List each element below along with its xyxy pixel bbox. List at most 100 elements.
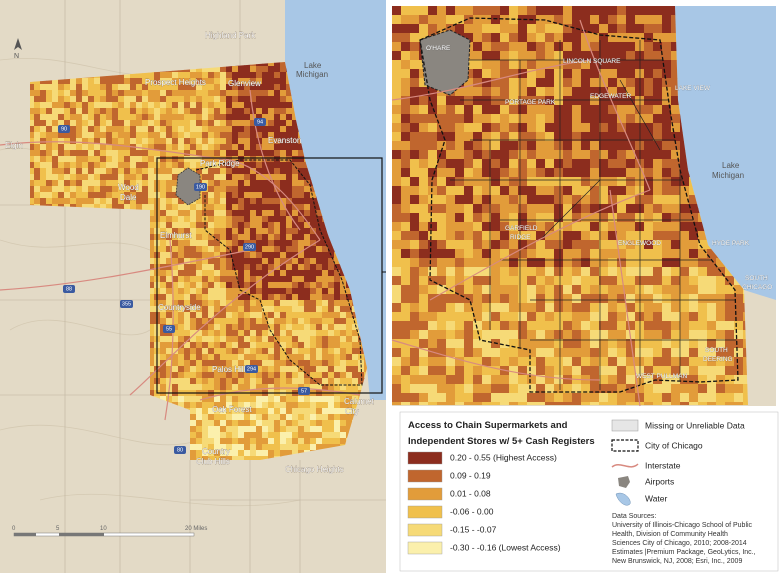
tract [527,168,536,177]
tract [298,192,304,198]
tract [292,306,298,312]
tract [82,120,88,126]
tract [166,114,172,120]
tract [298,198,304,204]
tract [64,96,70,102]
tract [581,366,590,375]
tract [268,186,274,192]
tract [208,168,214,174]
tract [82,162,88,168]
tract [274,234,280,240]
tract [118,102,124,108]
tract [401,384,410,393]
tract [322,270,328,276]
tract [392,267,401,276]
tract [226,222,232,228]
tract [70,108,76,114]
tract [46,126,52,132]
tract [52,156,58,162]
tract [184,156,190,162]
tract [581,294,590,303]
tract [280,426,286,432]
tract [286,102,292,108]
tract [509,168,518,177]
tract [148,174,154,180]
tract [298,258,304,264]
tract [572,33,581,42]
tract [608,276,617,285]
tract [124,138,130,144]
tract [298,156,304,162]
tract [268,408,274,414]
tract [160,276,166,282]
tract [322,258,328,264]
tract [118,120,124,126]
tract [202,336,208,342]
tract [262,186,268,192]
tract [572,177,581,186]
tract [112,132,118,138]
tract [491,141,500,150]
tract [112,84,118,90]
tract [352,354,358,360]
tract [572,204,581,213]
tract [401,330,410,339]
tract [262,264,268,270]
tract [250,396,256,402]
tract [491,384,500,393]
tract [608,33,617,42]
tract [250,432,256,438]
tract [226,186,232,192]
tract [545,249,554,258]
north-label: N [14,53,19,60]
tract [232,174,238,180]
tract [274,432,280,438]
tract [160,222,166,228]
tract [46,150,52,156]
tract [419,123,428,132]
tract [232,348,238,354]
tract [250,192,256,198]
tract [220,78,226,84]
tract [500,87,509,96]
tract [46,186,52,192]
tract [286,180,292,186]
tract [256,234,262,240]
tract [196,282,202,288]
tract [491,177,500,186]
tract [130,78,136,84]
tract [500,303,509,312]
tract [88,198,94,204]
tract [554,123,563,132]
tract [268,252,274,258]
tract [220,264,226,270]
tract [190,294,196,300]
tract [304,360,310,366]
tract [298,240,304,246]
tract [112,168,118,174]
tract [220,150,226,156]
tract [292,240,298,246]
tract [142,114,148,120]
tract [590,258,599,267]
tract [274,222,280,228]
tract [208,150,214,156]
tract [554,231,563,240]
tract [563,357,572,366]
tract [292,438,298,444]
tract [554,186,563,195]
tract [340,300,346,306]
tract [166,120,172,126]
tract [94,162,100,168]
tract [401,114,410,123]
tract [572,258,581,267]
tract [160,198,166,204]
tract [473,177,482,186]
tract [608,321,617,330]
tract [256,198,262,204]
tract [106,198,112,204]
tract [256,270,262,276]
tract [184,402,190,408]
tract [419,141,428,150]
tract [124,96,130,102]
